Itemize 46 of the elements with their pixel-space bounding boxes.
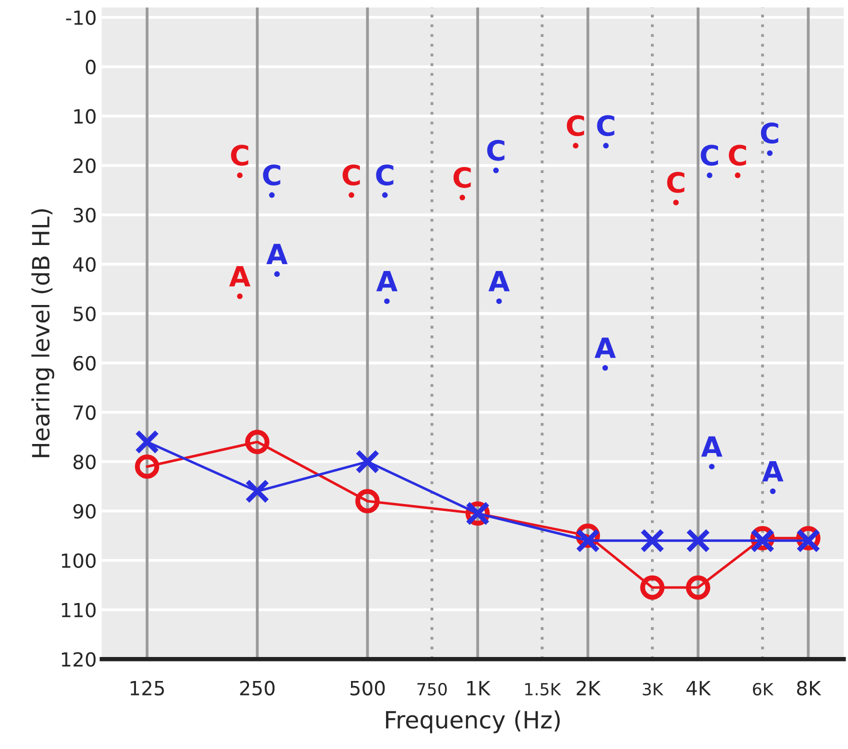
data-label: C <box>566 115 584 136</box>
y-axis-title: Hearing level (dB HL) <box>31 209 54 458</box>
data-label: C <box>760 122 778 144</box>
y-tick-label: 0 <box>86 60 96 74</box>
data-label: A <box>266 244 288 264</box>
data-label: A <box>229 266 250 286</box>
x-tick-label: 750 <box>417 682 447 696</box>
data-label: C <box>376 164 394 186</box>
data-label: C <box>728 144 746 166</box>
y-tick-label: 120 <box>62 652 96 667</box>
data-label: C <box>454 166 471 188</box>
x-tick-label: 4K <box>686 681 712 696</box>
data-label: A <box>376 271 398 292</box>
data-label: C <box>231 144 248 166</box>
data-label: C <box>263 164 280 186</box>
x-tick-label: 3K <box>642 682 664 696</box>
x-tick-label: 1.5K <box>525 683 562 696</box>
y-tick-label: 10 <box>74 109 96 124</box>
x-tick-label: 8K <box>797 680 822 696</box>
data-label: A <box>762 461 784 482</box>
data-label: A <box>701 436 722 457</box>
x-axis-title: Frequency (Hz) <box>386 710 560 734</box>
data-label: C <box>487 140 504 161</box>
y-tick-label: 80 <box>73 454 96 470</box>
data-label: C <box>700 144 718 166</box>
x-tick-label: 2K <box>576 680 601 696</box>
data-label: A <box>594 338 616 358</box>
y-tick-label: -10 <box>66 10 96 26</box>
y-tick-label: 90 <box>73 504 96 519</box>
x-tick-label: 125 <box>130 680 164 696</box>
x-tick-label: 6K <box>752 682 774 696</box>
y-tick-label: 20 <box>74 158 96 174</box>
y-tick-label: 40 <box>73 257 96 272</box>
data-label: C <box>667 172 684 193</box>
y-tick-label: 30 <box>74 208 96 222</box>
y-tick-label: 70 <box>74 405 96 420</box>
x-tick-label: 250 <box>240 680 275 696</box>
y-tick-label: 100 <box>62 553 96 568</box>
y-tick-label: 50 <box>74 306 96 322</box>
x-tick-label: 500 <box>350 680 385 696</box>
y-tick-label: 110 <box>62 602 96 618</box>
data-label: C <box>597 115 614 136</box>
data-label: C <box>342 164 360 186</box>
y-tick-label: 60 <box>74 356 96 371</box>
x-tick-label: 1K <box>467 681 491 696</box>
data-label: A <box>488 271 510 292</box>
